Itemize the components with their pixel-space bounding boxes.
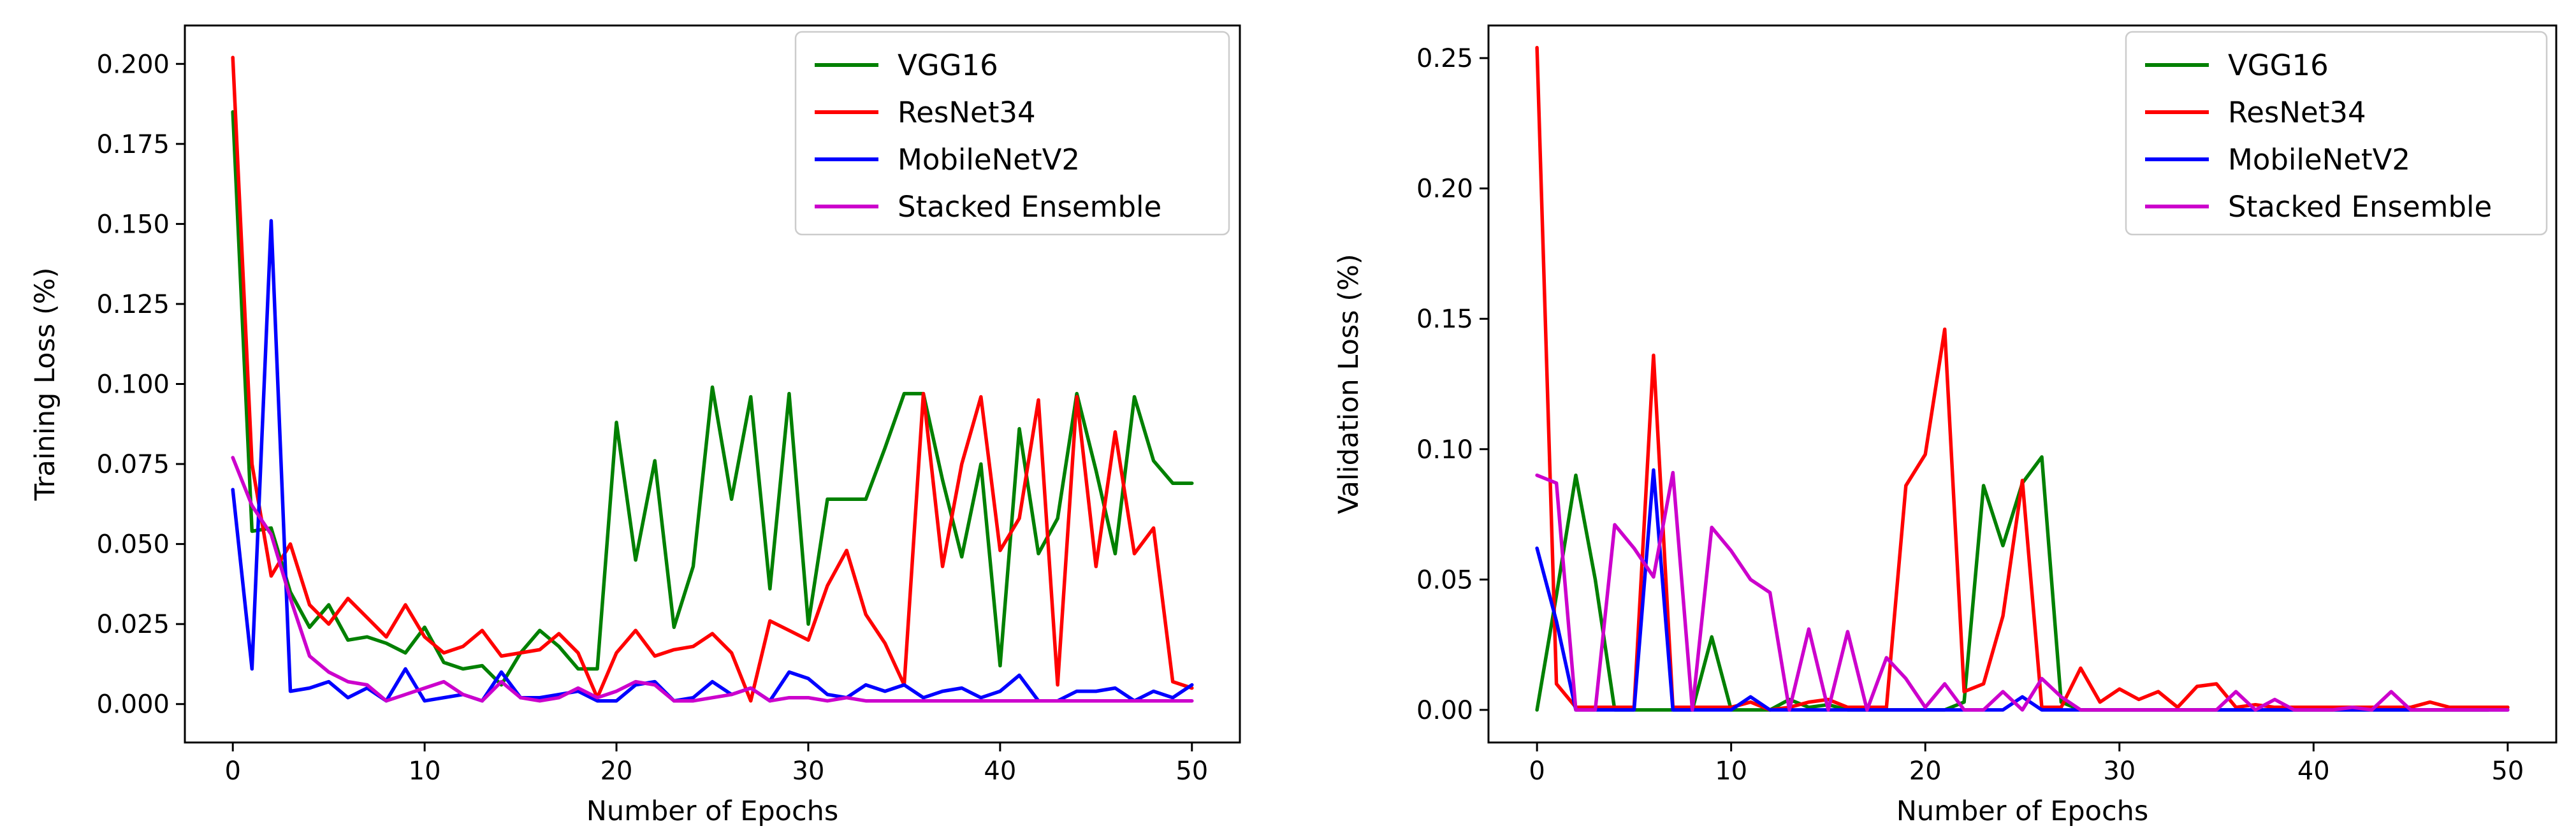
x-tick-label: 50 [1175, 757, 1208, 786]
legend-box [794, 31, 1230, 236]
y-tick-label: 0.075 [96, 450, 170, 479]
training-loss-legend: VGG16 ResNet34 MobileNetV2 Stacked Ensemble [794, 31, 1230, 236]
x-tick-label: 10 [1715, 757, 1747, 786]
validation-loss-legend: VGG16 ResNet34 MobileNetV2 Stacked Ensemble [2125, 31, 2548, 236]
y-tick-label: 0.175 [96, 130, 170, 159]
y-tick-label: 0.25 [1416, 44, 1473, 73]
legend-label: MobileNetV2 [2228, 143, 2410, 177]
x-axis-label: Number of Epochs [586, 795, 839, 827]
legend-label: ResNet34 [2228, 96, 2366, 129]
x-tick-label: 0 [1529, 757, 1545, 786]
x-tick-label: 0 [225, 757, 241, 786]
y-tick-label: 0.20 [1416, 175, 1473, 204]
y-tick-label: 0.10 [1416, 435, 1473, 465]
y-tick-label: 0.000 [96, 690, 170, 720]
validation-loss-axes-frame [1487, 24, 2558, 744]
y-tick-label: 0.05 [1416, 565, 1473, 595]
validation-loss-chart: 0 10 20 30 40 50 0.00 0.05 0.10 0.15 0.20 0.25 Numbe… [1333, 24, 2558, 827]
training-loss-series-mobilenetv2 [231, 219, 1194, 703]
y-tick-label: 0.025 [96, 610, 170, 639]
x-tick-label: 50 [2491, 757, 2524, 786]
x-tick-label: 40 [984, 757, 1016, 786]
x-tick-label: 20 [1909, 757, 1942, 786]
training-loss-chart: 0 10 20 30 40 50 0.000 0.025 0.050 0.075 0.100 0.12… [29, 24, 1241, 827]
x-tick-label: 10 [409, 757, 441, 786]
y-tick-label: 0.150 [96, 210, 170, 239]
validation-loss-series-stacked-ensemble [1535, 470, 2510, 712]
x-tick-label: 30 [792, 757, 825, 786]
y-tick-label: 0.15 [1416, 305, 1473, 334]
y-tick-label: 0.125 [96, 290, 170, 319]
x-tick-label: 40 [2297, 757, 2330, 786]
x-tick-label: 30 [2103, 757, 2136, 786]
training-loss-series-resnet34 [231, 55, 1194, 703]
legend-label: VGG16 [2228, 48, 2329, 82]
y-axis-label: Training Loss (%) [29, 268, 61, 502]
legend-label: VGG16 [898, 48, 998, 82]
legend-label: ResNet34 [898, 96, 1036, 129]
legend-label: Stacked Ensemble [2228, 190, 2492, 224]
legend-label: MobileNetV2 [898, 143, 1080, 177]
y-axis-label: Validation Loss (%) [1333, 254, 1365, 514]
x-axis-label: Number of Epochs [1896, 795, 2149, 827]
legend-label: Stacked Ensemble [898, 190, 1161, 224]
legend-box [2125, 31, 2548, 236]
y-tick-label: 0.050 [96, 530, 170, 560]
y-tick-label: 0.100 [96, 370, 170, 400]
y-tick-label: 0.200 [96, 50, 170, 79]
y-tick-label: 0.00 [1416, 696, 1473, 725]
training-loss-series-stacked-ensemble [231, 456, 1194, 703]
x-tick-label: 20 [600, 757, 633, 786]
training-loss-series-vgg16 [231, 110, 1194, 687]
